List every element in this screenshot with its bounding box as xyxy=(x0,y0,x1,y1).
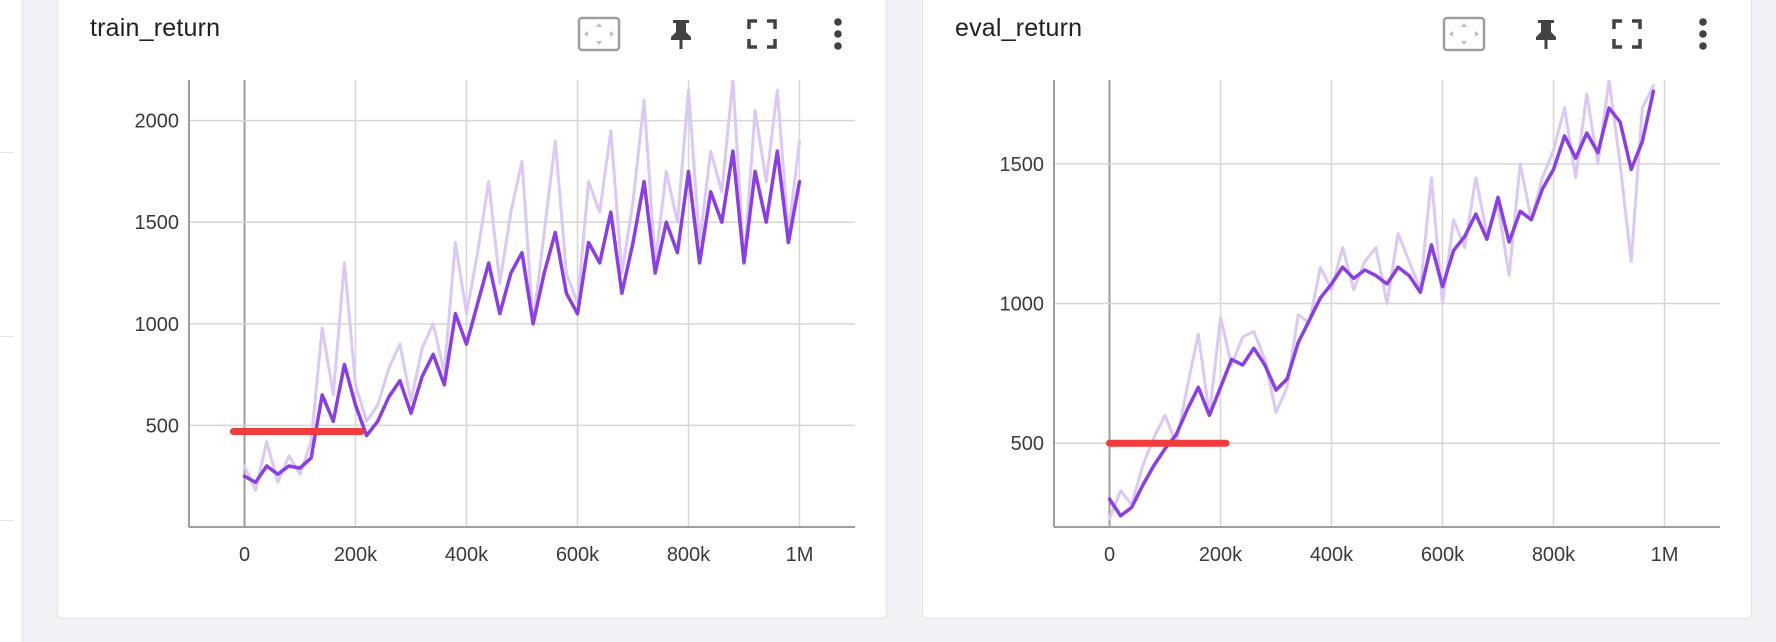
fit-domain-icon xyxy=(577,16,621,52)
eval-return-chart: 0 200k 400k 600k 800k 1M 500 1000 1500 xyxy=(1000,80,1720,566)
y-tick-label: 1000 xyxy=(1000,294,1045,316)
fit-domain-button[interactable] xyxy=(576,12,622,56)
pin-icon xyxy=(1536,20,1556,49)
pin-button[interactable] xyxy=(1523,12,1569,56)
x-tick-label: 400k xyxy=(445,544,489,566)
divider xyxy=(0,336,14,337)
x-tick-label: 400k xyxy=(1310,544,1354,566)
pin-icon xyxy=(671,20,691,49)
y-tick-label: 1000 xyxy=(135,314,180,336)
chart-card-train-return: train_return 0 200k 400k 600k 800k 1M 500 1000 1… xyxy=(57,0,887,619)
divider xyxy=(0,520,14,521)
card-title: train_return xyxy=(90,14,221,42)
y-tick-label: 500 xyxy=(1011,433,1044,455)
y-tick-label: 1500 xyxy=(135,212,180,234)
y-tick-label: 1500 xyxy=(1000,154,1045,176)
divider xyxy=(0,152,14,153)
train-return-chart: 0 200k 400k 600k 800k 1M 500 1000 1500 2000 xyxy=(135,80,855,566)
fit-domain-icon xyxy=(1442,16,1486,52)
fullscreen-button[interactable] xyxy=(739,12,785,56)
y-tick-label: 2000 xyxy=(135,111,180,133)
pin-button[interactable] xyxy=(658,12,704,56)
side-panel-edge xyxy=(0,0,23,642)
fullscreen-icon xyxy=(1612,19,1642,49)
more-vert-icon xyxy=(1699,18,1707,50)
y-tick-label: 500 xyxy=(146,415,179,437)
x-tick-label: 200k xyxy=(334,544,378,566)
x-tick-label: 0 xyxy=(239,544,250,566)
x-tick-label: 800k xyxy=(1532,544,1576,566)
more-options-button[interactable] xyxy=(1680,12,1726,56)
x-tick-label: 600k xyxy=(1421,544,1465,566)
x-tick-label: 600k xyxy=(556,544,600,566)
fit-domain-button[interactable] xyxy=(1441,12,1487,56)
card-title: eval_return xyxy=(955,14,1083,42)
x-tick-label: 800k xyxy=(667,544,711,566)
x-tick-label: 1M xyxy=(1651,544,1679,566)
more-options-button[interactable] xyxy=(815,12,861,56)
x-tick-label: 200k xyxy=(1199,544,1243,566)
more-vert-icon xyxy=(834,18,842,50)
smoothed-series-line xyxy=(242,149,802,485)
fullscreen-icon xyxy=(747,19,777,49)
x-tick-label: 1M xyxy=(786,544,814,566)
smoothed-series-line xyxy=(1107,89,1656,518)
raw-series-line xyxy=(1108,80,1655,521)
x-tick-label: 0 xyxy=(1104,544,1115,566)
chart-card-eval-return: eval_return 0 200k 400k 600k 800k 1M 500 1000 15… xyxy=(922,0,1752,619)
raw-series-line xyxy=(243,80,801,492)
fullscreen-button[interactable] xyxy=(1604,12,1650,56)
